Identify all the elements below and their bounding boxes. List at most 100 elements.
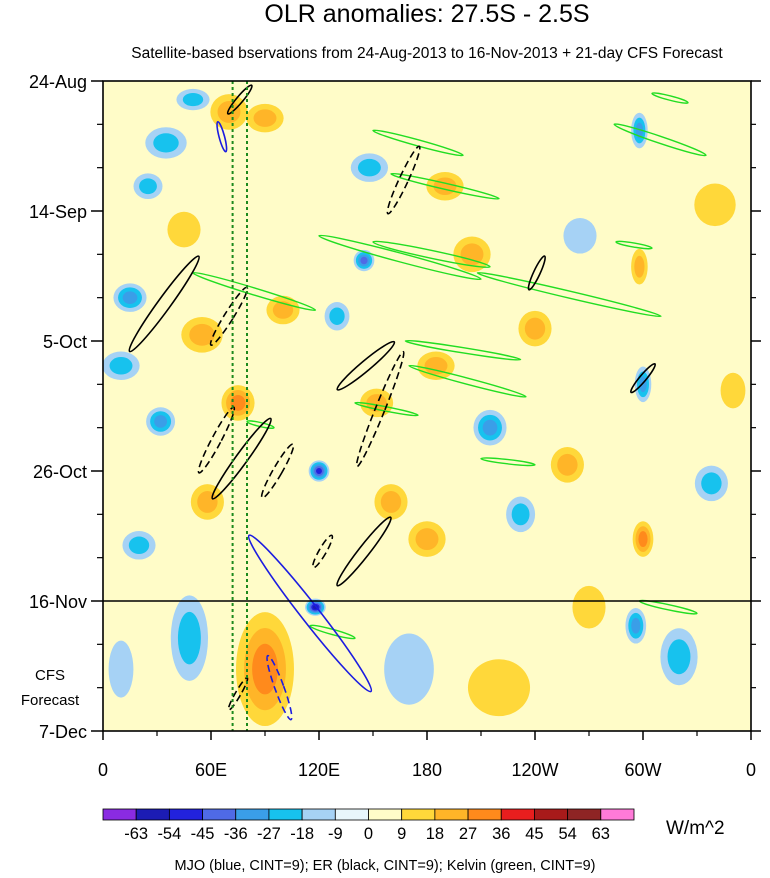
anomaly-patch <box>631 617 641 634</box>
er-contour <box>226 84 253 115</box>
anomaly-patch <box>272 301 294 319</box>
colorbar-label: -27 <box>257 825 281 843</box>
colorbar-label: 54 <box>558 825 576 843</box>
anomaly-patch <box>572 585 606 629</box>
kelvin-contour <box>615 240 653 250</box>
anomaly-patch <box>154 415 168 428</box>
chart-subtitle: Satellite-based bservations from 24-Aug-… <box>131 45 723 62</box>
colorbar-swatch <box>102 808 137 821</box>
er-contour <box>386 145 421 215</box>
anomaly-patch <box>380 491 402 513</box>
kelvin-contour <box>408 364 527 398</box>
y-axis: 24-Aug 14-Sep 5-Oct 26-Oct 16-Nov 7-Dec <box>29 72 761 742</box>
colorbar-label: 63 <box>592 825 610 843</box>
anomaly-field <box>103 88 746 727</box>
chart-footer: MJO (blue, CINT=9); ER (black, CINT=9); … <box>174 858 595 874</box>
plot-area <box>103 81 751 731</box>
colorbar-swatch <box>135 808 170 821</box>
er-contour <box>336 340 396 391</box>
colorbar-swatch <box>600 808 635 821</box>
y-tick-label: 26-Oct <box>33 462 87 482</box>
colorbar-swatch <box>268 808 303 821</box>
er-contour <box>197 406 236 474</box>
anomaly-patch <box>694 183 736 227</box>
x-tick-label: 0 <box>746 760 756 780</box>
anomaly-patch <box>467 659 531 717</box>
er-contour <box>312 534 334 569</box>
anomaly-patch <box>197 491 218 513</box>
anomaly-patch <box>415 528 439 551</box>
anomaly-patch <box>482 419 498 436</box>
anomaly-patch <box>639 376 647 393</box>
x-axis: 0 60E 120E 180 120W 60W 0 <box>98 731 756 780</box>
x-tick-label: 0 <box>98 760 108 780</box>
anomaly-patch <box>667 639 691 675</box>
colorbar-label: 45 <box>525 825 543 843</box>
colorbar-swatch <box>235 808 270 821</box>
colorbar-label: -45 <box>191 825 215 843</box>
colorbar-swatch <box>567 808 602 821</box>
kelvin-contour <box>372 129 464 157</box>
y-tick-label: 16-Nov <box>29 592 87 612</box>
y-tick-label: 7-Dec <box>39 722 87 742</box>
colorbar-label: 0 <box>364 825 373 843</box>
kelvin-contour <box>476 271 662 318</box>
anomaly-patch <box>108 640 134 698</box>
anomaly-patch <box>316 467 322 475</box>
anomaly-patch <box>182 93 204 107</box>
anomaly-patch <box>128 536 150 555</box>
kelvin-contour <box>480 457 536 467</box>
anomaly-patch <box>329 307 345 325</box>
colorbar-swatch <box>434 808 469 821</box>
colorbar-label: -18 <box>290 825 314 843</box>
colorbar-label: -9 <box>328 825 343 843</box>
colorbar-swatch <box>202 808 237 821</box>
kelvin-contour <box>651 92 689 104</box>
colorbar-label: 9 <box>397 825 406 843</box>
anomaly-patch <box>139 178 157 195</box>
anomaly-patch <box>360 256 368 265</box>
anomaly-patch <box>638 531 648 548</box>
chart-title: OLR anomalies: 27.5S - 2.5S <box>264 0 589 28</box>
anomaly-patch <box>167 211 201 248</box>
anomaly-patch <box>366 394 387 412</box>
anomaly-patch <box>635 122 644 139</box>
anomaly-patch <box>557 453 578 476</box>
er-contour <box>128 255 200 353</box>
anomaly-patch <box>230 394 246 411</box>
x-tick-label: 60W <box>624 760 661 780</box>
anomaly-patch <box>701 472 722 495</box>
anomaly-patch <box>153 133 179 153</box>
kelvin-contour <box>613 123 707 157</box>
colorbar-swatch <box>401 808 436 821</box>
colorbar-swatch <box>334 808 369 821</box>
mjo-contour <box>266 654 293 721</box>
anomaly-patch <box>720 372 746 409</box>
kelvin-contours <box>192 92 707 640</box>
colorbar-label: -54 <box>157 825 181 843</box>
anomaly-patch <box>252 643 278 695</box>
anomaly-patch <box>433 177 457 195</box>
er-contour <box>336 516 392 587</box>
kelvin-contour <box>372 240 491 268</box>
x-tick-label: 60E <box>195 760 227 780</box>
anomaly-patch <box>524 317 546 340</box>
anomaly-patch <box>109 357 133 375</box>
colorbar-swatch <box>368 808 403 821</box>
anomaly-patch <box>122 291 138 304</box>
colorbar-swatch <box>168 808 203 821</box>
kelvin-contour <box>404 339 522 361</box>
er-contour <box>211 417 272 500</box>
colorbar-swatch <box>467 808 502 821</box>
forecast-label-line1: CFS <box>35 667 65 684</box>
x-tick-label: 120W <box>511 760 558 780</box>
mjo-contour <box>216 120 228 153</box>
er-contour <box>527 255 546 291</box>
anomaly-patch <box>217 101 241 123</box>
anomaly-patch <box>189 323 215 346</box>
colorbar-label: 36 <box>492 825 510 843</box>
y-tick-label: 24-Aug <box>29 72 87 92</box>
x-tick-label: 120E <box>298 760 340 780</box>
colorbar-label: 27 <box>459 825 477 843</box>
x-tick-label: 180 <box>412 760 442 780</box>
